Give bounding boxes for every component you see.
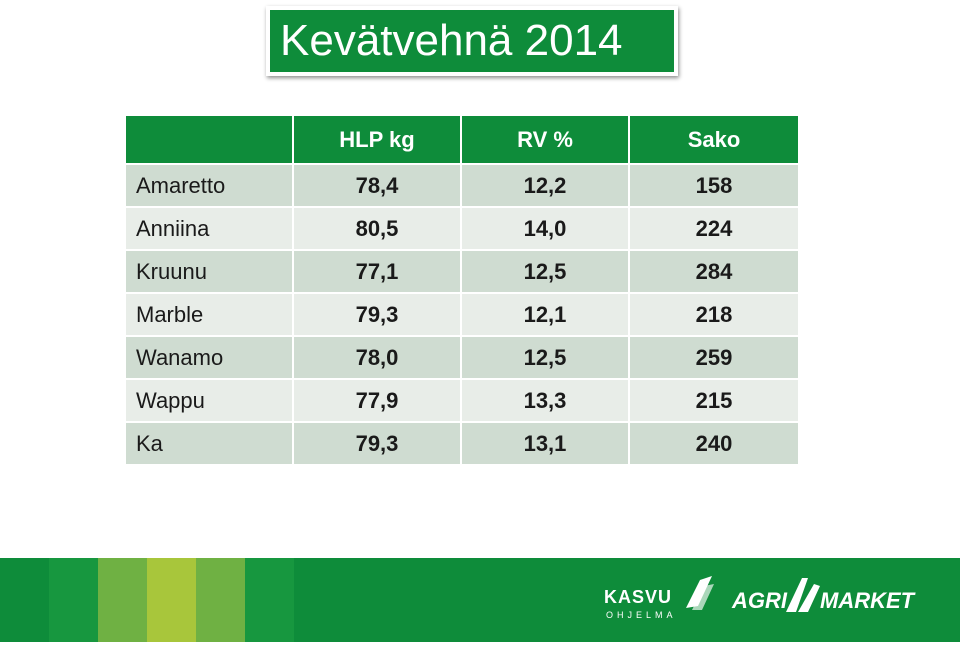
title-banner: Kevätvehnä 2014 <box>270 10 674 72</box>
header-cell-variety <box>124 114 294 165</box>
rv-cell: 12,1 <box>460 292 630 337</box>
variety-cell: Kruunu <box>124 249 294 294</box>
rv-cell: 12,5 <box>460 249 630 294</box>
hlp-cell: 80,5 <box>292 206 462 251</box>
table-row: Marble 79,3 12,1 218 <box>124 292 800 337</box>
rv-cell: 13,3 <box>460 378 630 423</box>
footer-stripe <box>147 558 196 642</box>
kasvu-logo-text: KASVU <box>604 587 672 607</box>
table-row: Amaretto 78,4 12,2 158 <box>124 163 800 208</box>
sako-cell: 218 <box>628 292 800 337</box>
rv-cell: 12,5 <box>460 335 630 380</box>
variety-cell: Wappu <box>124 378 294 423</box>
title-box: Kevätvehnä 2014 <box>266 6 678 76</box>
footer-stripe <box>0 558 49 642</box>
rv-cell: 12,2 <box>460 163 630 208</box>
page-title: Kevätvehnä 2014 <box>280 16 623 65</box>
table-row: Kruunu 77,1 12,5 284 <box>124 249 800 294</box>
rv-cell: 14,0 <box>460 206 630 251</box>
variety-cell: Anniina <box>124 206 294 251</box>
agri-logo-text: AGRI <box>731 588 788 613</box>
table-row: Wanamo 78,0 12,5 259 <box>124 335 800 380</box>
agrimarket-sail-icon <box>786 578 820 612</box>
table-header-row: HLP kg RV % Sako <box>124 114 800 165</box>
hlp-cell: 77,9 <box>292 378 462 423</box>
header-cell-sako: Sako <box>628 114 800 165</box>
hlp-cell: 78,0 <box>292 335 462 380</box>
hlp-cell: 79,3 <box>292 292 462 337</box>
hlp-cell: 77,1 <box>292 249 462 294</box>
rv-cell: 13,1 <box>460 421 630 466</box>
sako-cell: 240 <box>628 421 800 466</box>
sako-cell: 215 <box>628 378 800 423</box>
footer-band: KASVU OHJELMA AGRI MARKET <box>0 558 960 642</box>
kasvu-ohjelma-logo: KASVU OHJELMA <box>604 576 714 620</box>
sako-cell: 259 <box>628 335 800 380</box>
footer-stripe <box>245 558 294 642</box>
hlp-cell: 78,4 <box>292 163 462 208</box>
ohjelma-logo-text: OHJELMA <box>606 610 677 620</box>
table-row: Wappu 77,9 13,3 215 <box>124 378 800 423</box>
sako-cell: 284 <box>628 249 800 294</box>
sako-cell: 224 <box>628 206 800 251</box>
sako-cell: 158 <box>628 163 800 208</box>
header-cell-hlp: HLP kg <box>292 114 462 165</box>
kasvu-swoosh-icon <box>686 576 712 608</box>
table-row: Ka 79,3 13,1 240 <box>124 421 800 466</box>
table-row: Anniina 80,5 14,0 224 <box>124 206 800 251</box>
variety-cell: Ka <box>124 421 294 466</box>
agrimarket-logo: AGRI MARKET <box>731 578 916 613</box>
results-table: HLP kg RV % Sako Amaretto 78,4 12,2 158 … <box>124 114 800 466</box>
footer-stripe <box>49 558 98 642</box>
header-cell-rv: RV % <box>460 114 630 165</box>
market-logo-text: MARKET <box>820 588 916 613</box>
hlp-cell: 79,3 <box>292 421 462 466</box>
footer-stripe <box>196 558 245 642</box>
variety-cell: Wanamo <box>124 335 294 380</box>
variety-cell: Marble <box>124 292 294 337</box>
variety-cell: Amaretto <box>124 163 294 208</box>
footer-stripe <box>98 558 147 642</box>
